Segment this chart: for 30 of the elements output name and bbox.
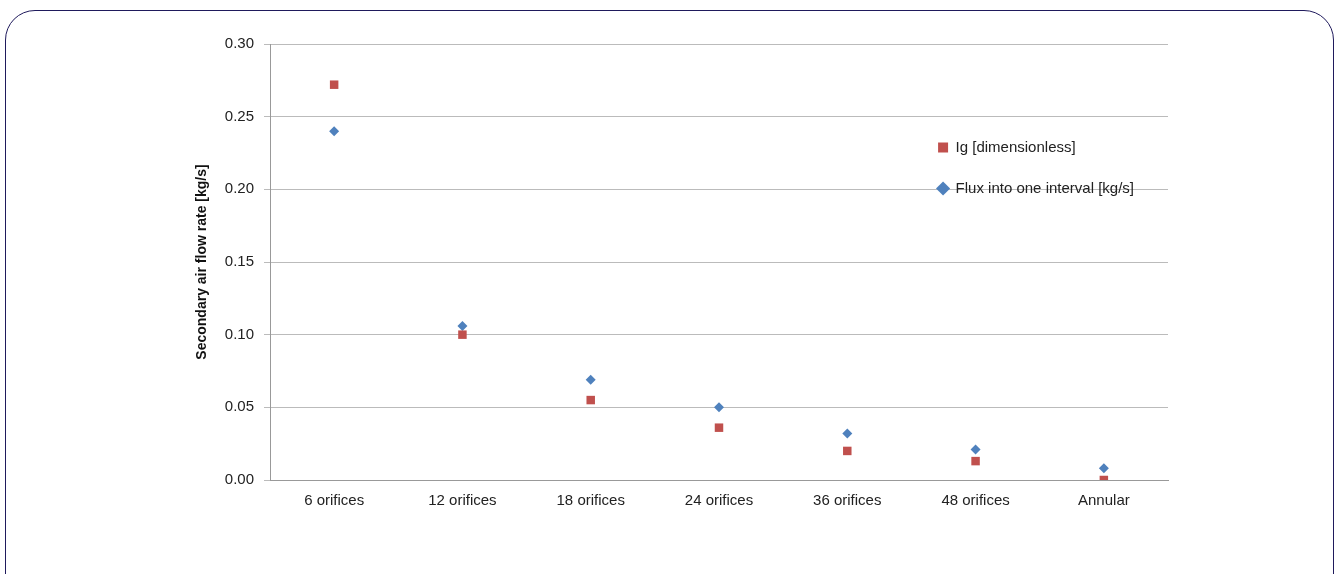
y-tick-label: 0.05 (224, 397, 254, 415)
x-tick-label: 18 orifices (556, 491, 625, 509)
point (329, 126, 340, 137)
y-tick-label: 0.00 (224, 470, 254, 488)
x-tick-label: 48 orifices (941, 491, 1010, 509)
point (457, 320, 468, 331)
legend-label: Flux into one interval [kg/s] (955, 178, 1134, 196)
point (1098, 463, 1109, 474)
legend-label: Ig [dimensionless] (955, 137, 1076, 155)
point (458, 330, 467, 339)
point (714, 402, 724, 413)
y-tick-label: 0.30 (224, 34, 254, 52)
x-tick-label: 6 orifices (304, 491, 365, 509)
y-axis-title: Secondary air flow rate [kg/s] (193, 164, 210, 360)
x-tick-label: 36 orifices (813, 491, 882, 509)
point (714, 423, 724, 432)
point (971, 456, 980, 466)
point (586, 395, 595, 405)
y-tick-label: 0.25 (224, 106, 254, 124)
y-tick-label: 0.10 (224, 324, 254, 342)
x-tick-label: Annular (1078, 491, 1130, 509)
x-tick-label: 12 orifices (428, 491, 497, 509)
y-tick-label: 0.20 (224, 179, 254, 197)
point (329, 80, 339, 89)
point (585, 374, 596, 385)
x-tick-label: 24 orifices (684, 491, 754, 509)
point (970, 444, 981, 455)
point (843, 446, 852, 456)
y-tick-label: 0.15 (224, 252, 254, 270)
point (842, 428, 853, 439)
